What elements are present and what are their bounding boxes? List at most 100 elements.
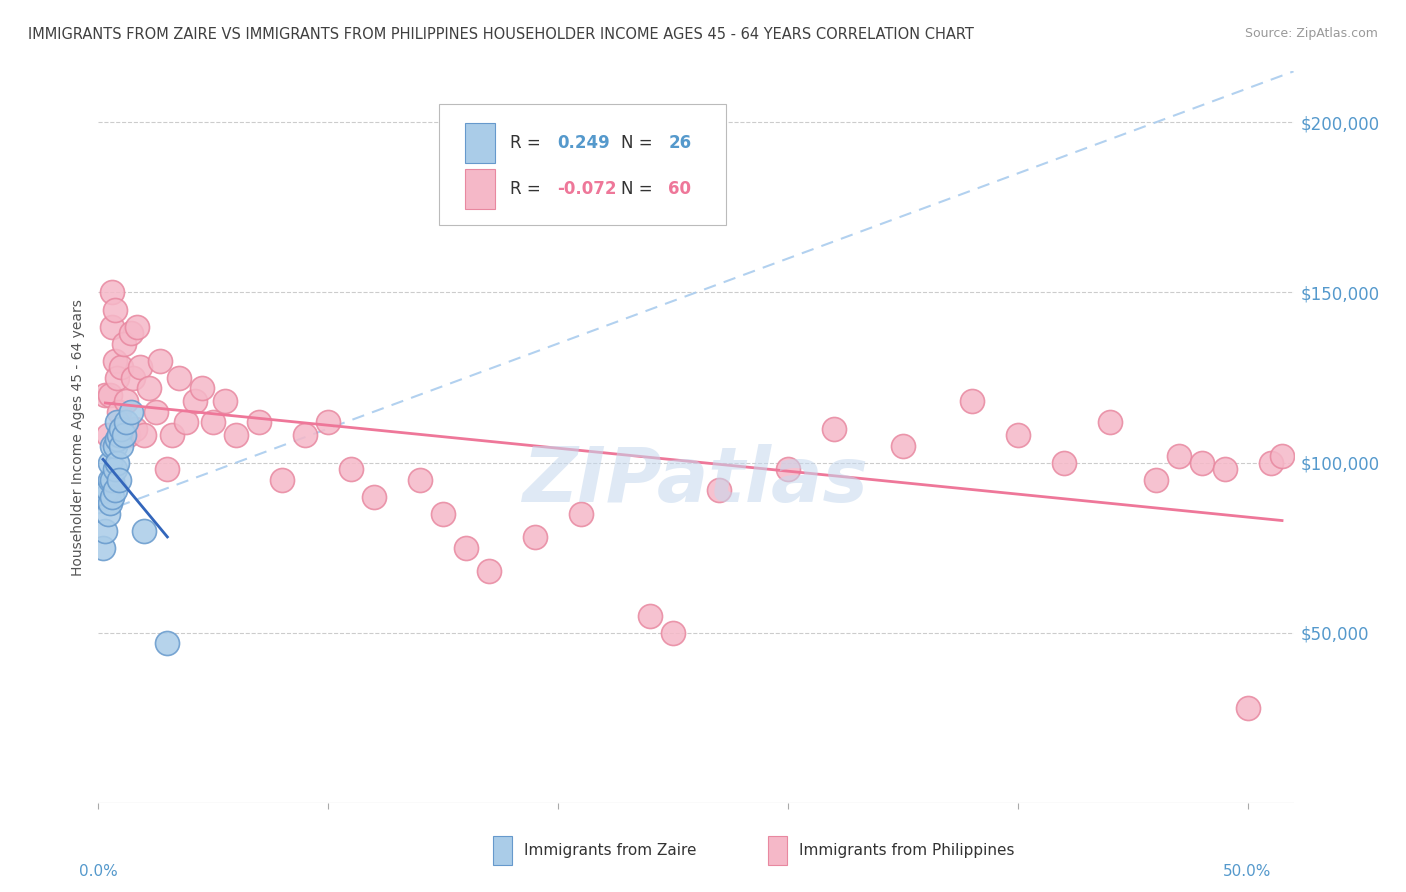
Point [101,439,124,453]
Point [214,394,236,409]
Text: Source: ZipAtlas.com: Source: ZipAtlas.com [1244,27,1378,40]
Point [94,490,117,504]
Point [98,456,121,470]
Point [156,636,179,650]
Point [247,415,270,429]
Point [112,428,135,442]
Point [108,404,131,418]
Point [1271,449,1294,463]
Point [184,394,207,409]
Point [103,483,125,497]
Point [1007,428,1029,442]
Point [1236,700,1258,714]
Point [103,439,125,453]
FancyBboxPatch shape [494,836,512,865]
Point [363,490,385,504]
Point [823,421,845,435]
Point [478,565,501,579]
Point [97,507,120,521]
Point [456,541,478,555]
Text: IMMIGRANTS FROM ZAIRE VS IMMIGRANTS FROM PHILIPPINES HOUSEHOLDER INCOME AGES 45 : IMMIGRANTS FROM ZAIRE VS IMMIGRANTS FROM… [28,27,974,42]
Point [120,404,142,418]
Point [1260,456,1282,470]
Point [316,415,339,429]
Point [160,428,183,442]
Point [202,415,225,429]
FancyBboxPatch shape [768,836,787,865]
Point [98,496,121,510]
Point [122,370,145,384]
Point [432,507,454,521]
Point [108,428,131,442]
Point [97,428,120,442]
Point [103,302,125,317]
Text: ZIPatlas: ZIPatlas [523,444,869,518]
Point [101,319,124,334]
Text: R =: R = [509,134,546,152]
Text: N =: N = [620,134,658,152]
FancyBboxPatch shape [465,122,495,162]
Point [191,381,214,395]
Point [156,462,179,476]
Point [149,353,172,368]
Point [1053,456,1076,470]
Point [524,531,547,545]
Point [1098,415,1121,429]
Text: -0.072: -0.072 [557,180,617,198]
Point [167,370,190,384]
Point [98,473,121,487]
Point [1191,456,1213,470]
Point [94,387,117,401]
Point [115,394,138,409]
Point [110,360,132,375]
Point [105,415,128,429]
Point [960,394,983,409]
Point [91,541,114,555]
Point [108,473,131,487]
Text: 0.0%: 0.0% [79,864,118,879]
Point [103,353,125,368]
Point [101,490,124,504]
Point [409,473,432,487]
Point [117,428,139,442]
Text: Immigrants from Philippines: Immigrants from Philippines [799,843,1014,858]
Point [225,428,247,442]
Text: N =: N = [620,180,658,198]
Point [115,415,138,429]
Point [776,462,799,476]
Point [127,319,149,334]
Text: R =: R = [509,180,546,198]
Point [294,428,316,442]
Point [340,462,363,476]
FancyBboxPatch shape [465,169,495,209]
Point [134,524,156,538]
Point [105,432,128,446]
Point [891,439,914,453]
Text: 60: 60 [668,180,692,198]
Point [94,524,117,538]
Text: 0.249: 0.249 [557,134,610,152]
Point [271,473,294,487]
Point [124,421,146,435]
Point [145,404,167,418]
Point [128,360,150,375]
Point [120,326,142,341]
Point [134,428,156,442]
Point [707,483,730,497]
FancyBboxPatch shape [439,104,725,225]
Point [638,608,661,623]
Point [110,421,132,435]
Text: 50.0%: 50.0% [1223,864,1272,879]
Point [662,625,685,640]
Point [110,439,132,453]
Point [101,473,124,487]
Point [1167,449,1189,463]
Point [1213,462,1236,476]
Point [569,507,592,521]
Y-axis label: Householder Income Ages 45 - 64 years: Householder Income Ages 45 - 64 years [72,299,86,575]
Point [105,370,128,384]
Point [103,462,125,476]
Point [112,336,135,351]
Text: 26: 26 [668,134,692,152]
Point [174,415,197,429]
